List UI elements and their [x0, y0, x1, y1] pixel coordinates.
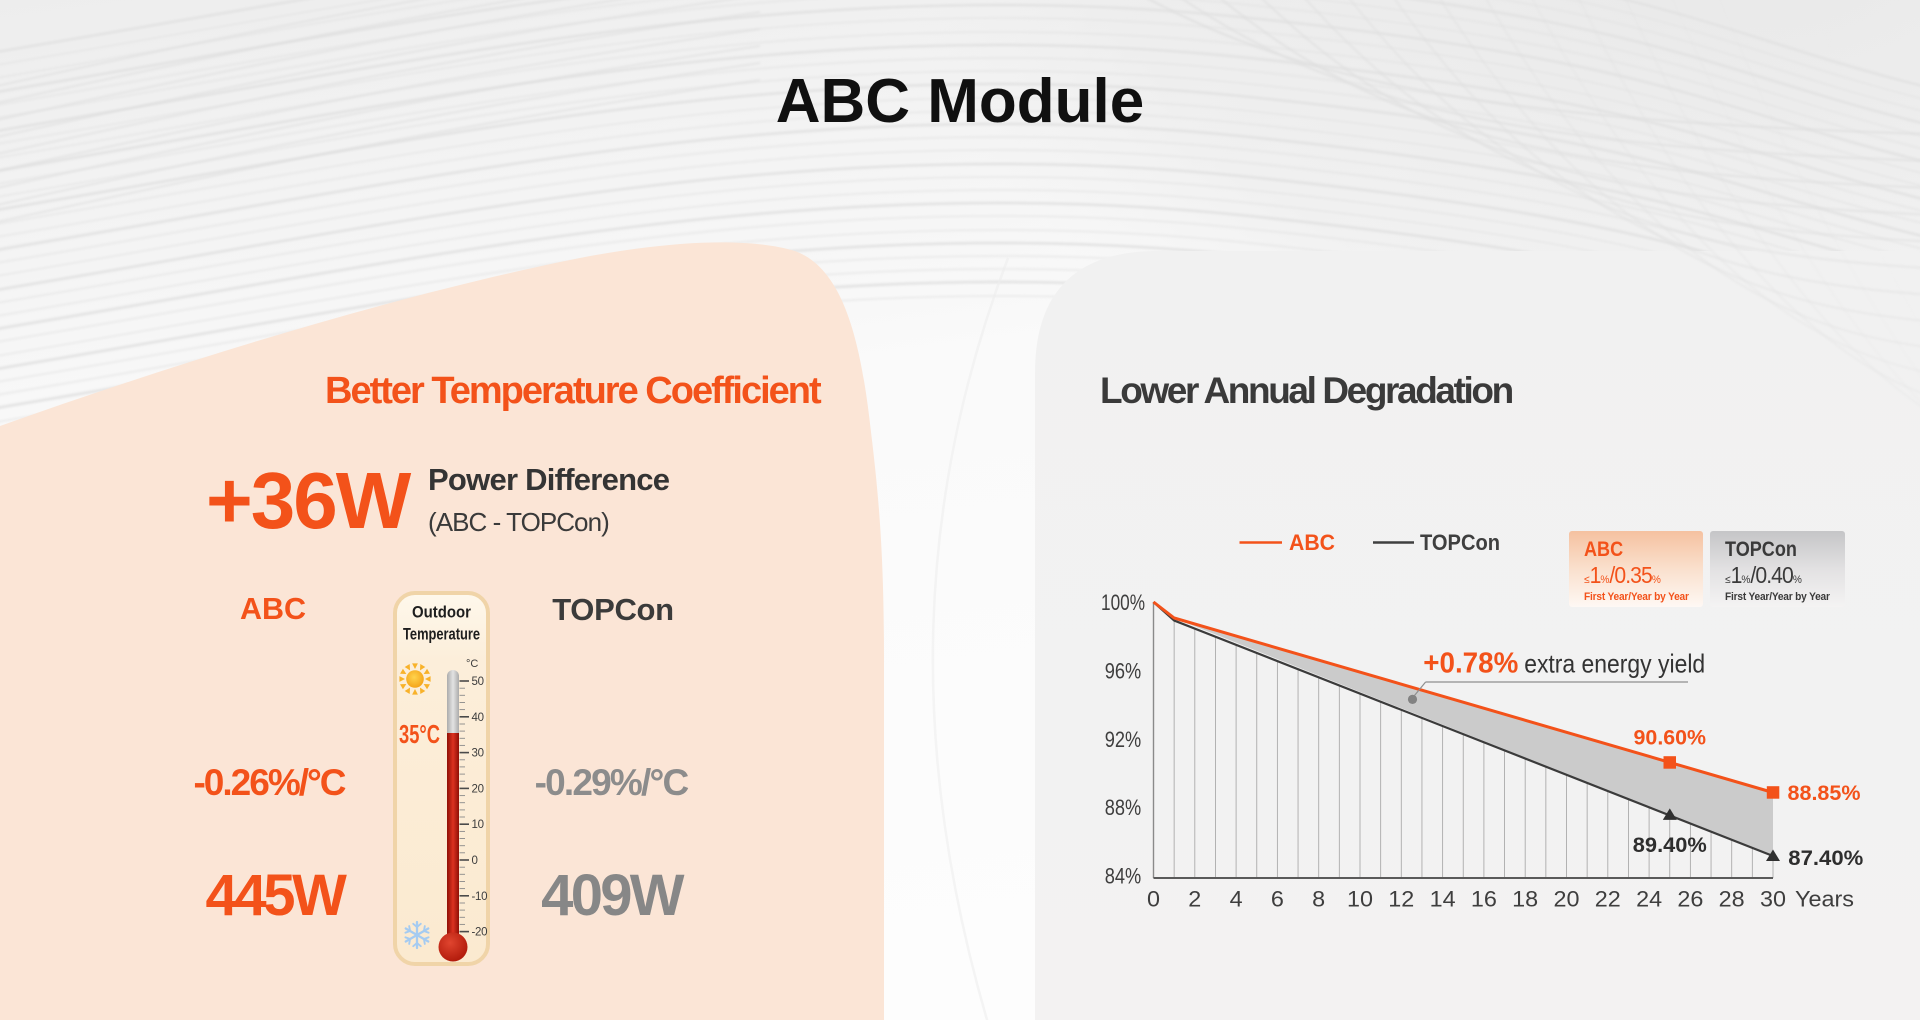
svg-text:14: 14 [1430, 887, 1456, 912]
svg-text:28: 28 [1719, 887, 1745, 912]
svg-text:16: 16 [1471, 887, 1497, 912]
svg-text:88%: 88% [1105, 795, 1142, 820]
svg-text:0: 0 [472, 855, 478, 867]
svg-text:20: 20 [472, 783, 484, 795]
svg-text:30: 30 [472, 748, 484, 760]
svg-text:92%: 92% [1105, 727, 1142, 752]
svg-text:TOPCon: TOPCon [1420, 530, 1500, 555]
svg-text:26: 26 [1677, 887, 1703, 912]
svg-text:2: 2 [1188, 887, 1201, 912]
svg-text:20: 20 [1554, 887, 1580, 912]
svg-text:100%: 100% [1101, 590, 1145, 615]
svg-text:24: 24 [1636, 887, 1662, 912]
svg-text:10: 10 [472, 819, 484, 831]
svg-text:12: 12 [1388, 887, 1414, 912]
svg-text:88.85%: 88.85% [1788, 781, 1861, 805]
svg-text:-20: -20 [472, 927, 488, 939]
svg-text:22: 22 [1595, 887, 1621, 912]
svg-text:4: 4 [1230, 887, 1243, 912]
svg-text:40: 40 [472, 712, 484, 724]
svg-text:ABC: ABC [1289, 530, 1335, 555]
svg-text:90.60%: 90.60% [1634, 725, 1707, 749]
svg-text:10: 10 [1347, 887, 1373, 912]
svg-text:-10: -10 [472, 891, 488, 903]
svg-text:8: 8 [1312, 887, 1325, 912]
svg-text:87.40%: 87.40% [1788, 846, 1863, 870]
svg-text:+0.78%: +0.78% [1423, 648, 1518, 680]
svg-text:30: 30 [1760, 887, 1786, 912]
svg-text:Outdoor: Outdoor [412, 603, 471, 622]
svg-text:extra energy yield: extra energy yield [1524, 649, 1705, 679]
svg-text:6: 6 [1271, 887, 1284, 912]
svg-text:Years: Years [1795, 887, 1854, 912]
svg-text:°C: °C [466, 658, 478, 670]
svg-text:89.40%: 89.40% [1633, 833, 1707, 857]
svg-text:0: 0 [1147, 887, 1160, 912]
svg-text:Temperature: Temperature [403, 625, 480, 644]
svg-text:18: 18 [1512, 887, 1538, 912]
svg-text:50: 50 [472, 676, 484, 688]
svg-text:96%: 96% [1105, 658, 1142, 683]
svg-text:84%: 84% [1105, 864, 1142, 889]
svg-text:35°C: 35°C [399, 719, 440, 749]
